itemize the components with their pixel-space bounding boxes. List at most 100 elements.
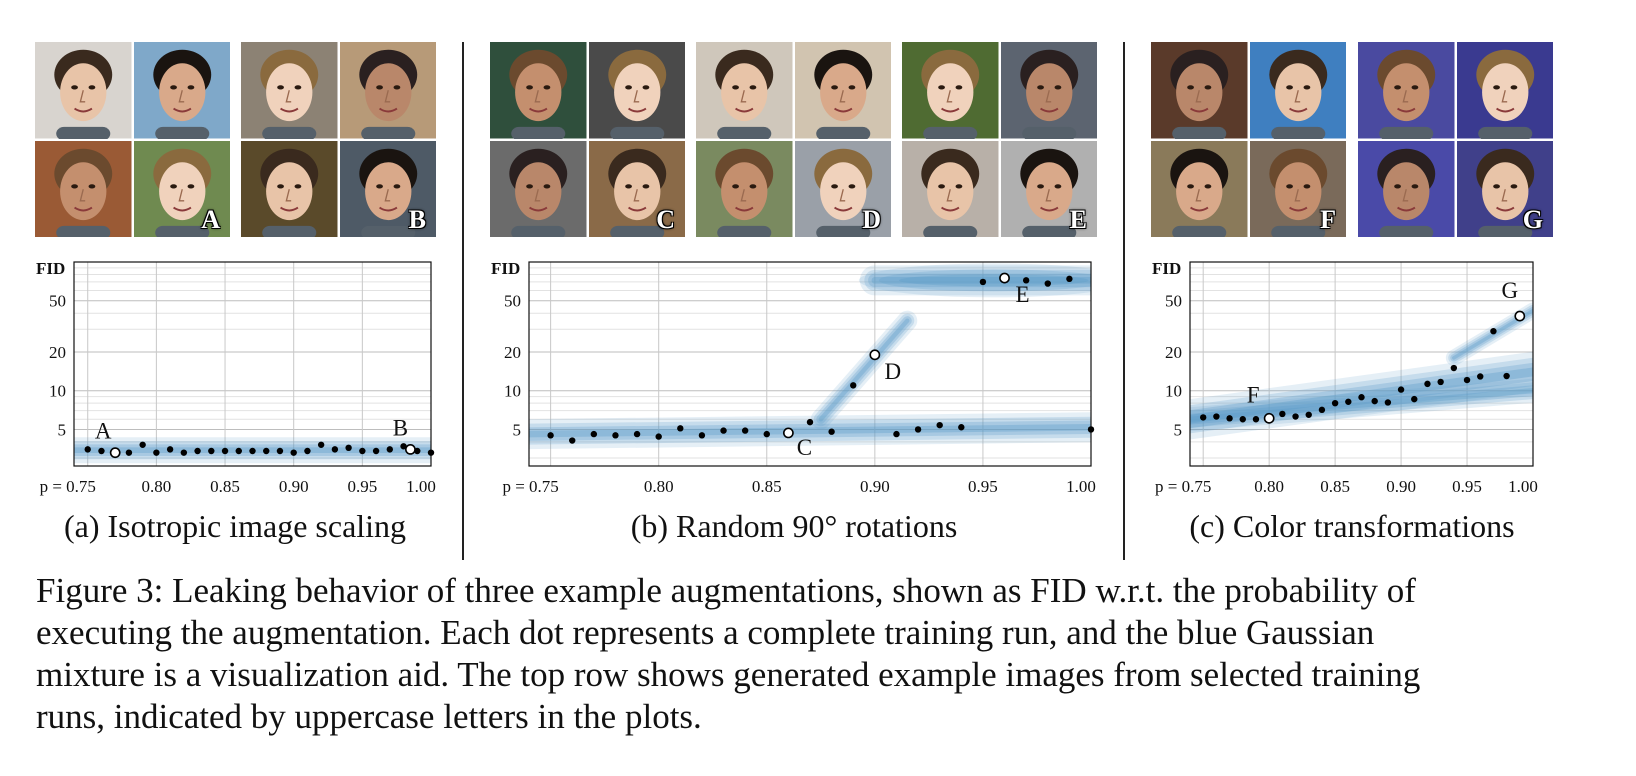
plot-frame xyxy=(73,261,432,467)
face-image xyxy=(490,140,587,237)
y-tick-label: 50 xyxy=(49,292,66,311)
data-point xyxy=(655,433,662,440)
sample-image-grid: D xyxy=(696,42,891,237)
data-point xyxy=(180,449,188,456)
panel-separator-2 xyxy=(1123,42,1125,560)
sample-image-grid: E xyxy=(902,42,1097,237)
data-point xyxy=(1503,372,1510,380)
subfigure-caption: (a) Isotropic image scaling xyxy=(63,508,407,544)
grid-letter-label: B xyxy=(408,205,426,234)
face-image xyxy=(133,42,230,139)
caption-line: runs, indicated by uppercase letters in … xyxy=(36,697,702,736)
point-letter-label: B xyxy=(393,415,408,440)
face-image xyxy=(1000,140,1097,237)
y-tick-label: 50 xyxy=(1165,292,1182,311)
grid-letter-label: G xyxy=(1522,205,1543,234)
data-point xyxy=(372,447,380,455)
face-image xyxy=(490,42,587,139)
y-axis-label: FID xyxy=(1152,259,1181,278)
y-tick-label: 20 xyxy=(504,343,521,362)
data-point xyxy=(698,432,706,439)
face-image xyxy=(1151,42,1248,139)
data-point xyxy=(1239,416,1246,423)
data-point xyxy=(741,427,749,434)
x-tick-label: 0.85 xyxy=(752,477,782,496)
data-point xyxy=(386,446,394,453)
data-point xyxy=(677,425,684,432)
panel-separator-1 xyxy=(462,42,464,560)
y-tick-label: 5 xyxy=(513,420,522,439)
fid-plot: FID 5 10 20 50 p = 0.75 0.80 0.85 0.90 0.95 1.00 C D… xyxy=(491,259,1096,511)
subfigure-caption: (c) Color transformations xyxy=(1189,508,1515,544)
data-point xyxy=(208,447,215,455)
data-point xyxy=(1226,415,1233,422)
face-image xyxy=(241,140,338,237)
x-tick-label: p = 0.75 xyxy=(502,477,558,496)
highlighted-point xyxy=(999,272,1010,284)
y-tick-label: 10 xyxy=(1165,382,1182,401)
data-point xyxy=(317,441,325,448)
data-point xyxy=(1411,395,1418,403)
data-point xyxy=(1477,373,1484,380)
data-point xyxy=(633,430,641,438)
face-image xyxy=(1456,42,1553,139)
data-point xyxy=(547,432,554,439)
data-point xyxy=(139,441,146,448)
data-point xyxy=(249,447,256,455)
grid-letter-label: D xyxy=(862,205,881,234)
fid-plot: FID 5 10 20 50 p = 0.75 0.80 0.85 0.90 0.95 1.00 F G xyxy=(1152,259,1538,511)
subfigure-caption: (b) Random 90° rotations xyxy=(630,508,958,544)
data-point xyxy=(1463,376,1471,384)
data-point xyxy=(1437,378,1444,386)
x-tick-label: 0.90 xyxy=(279,477,309,496)
data-point xyxy=(612,432,619,439)
gaussian-mixture-band xyxy=(1190,302,1533,440)
data-point xyxy=(1213,413,1220,420)
data-point xyxy=(84,446,91,453)
gaussian-mixture-band xyxy=(529,263,1091,450)
fid-plot: FID 5 10 20 50 p = 0.75 0.80 0.85 0.90 0.95 1.00 A B xyxy=(36,259,436,511)
face-image xyxy=(35,140,132,237)
plot-frame xyxy=(1189,261,1534,467)
data-point xyxy=(1279,410,1286,418)
point-letter-label: A xyxy=(95,419,112,444)
x-tick-label: 1.00 xyxy=(1508,477,1538,496)
data-point xyxy=(304,447,311,455)
face-image xyxy=(339,42,436,139)
face-image xyxy=(1456,140,1553,237)
grid-letter-label: F xyxy=(1320,205,1336,234)
face-image xyxy=(133,140,230,237)
grid-letter-label: A xyxy=(201,205,220,234)
face-image xyxy=(588,140,685,237)
data-point xyxy=(1199,414,1207,421)
point-letter-label: E xyxy=(1016,282,1030,307)
data-point xyxy=(936,421,943,429)
caption-line: Figure 3: Leaking behavior of three exam… xyxy=(36,571,1416,610)
data-point xyxy=(263,447,270,455)
data-point xyxy=(1490,327,1497,335)
plot-frame xyxy=(528,261,1092,467)
data-point xyxy=(1292,413,1299,420)
x-tick-label: 0.95 xyxy=(968,477,998,496)
data-point xyxy=(166,446,174,453)
data-point xyxy=(763,430,770,438)
y-tick-label: 10 xyxy=(504,382,521,401)
data-point xyxy=(590,430,598,438)
highlighted-point xyxy=(1263,412,1275,424)
x-tick-label: p = 0.75 xyxy=(40,477,96,496)
face-image xyxy=(902,140,999,237)
grid-letter-label: E xyxy=(1069,205,1087,234)
data-point xyxy=(359,447,366,455)
data-point xyxy=(331,446,339,453)
data-point xyxy=(893,430,900,438)
x-tick-label: 0.80 xyxy=(1254,477,1284,496)
data-point xyxy=(1318,406,1326,414)
caption-line: executing the augmentation. Each dot rep… xyxy=(36,613,1375,652)
caption-line: mixture is a visualization aid. The top … xyxy=(36,655,1421,694)
data-point xyxy=(125,449,133,456)
face-image xyxy=(1000,42,1097,139)
data-point xyxy=(806,418,814,426)
highlighted-point xyxy=(782,427,794,439)
data-point xyxy=(1345,398,1352,405)
data-point xyxy=(1331,399,1339,407)
